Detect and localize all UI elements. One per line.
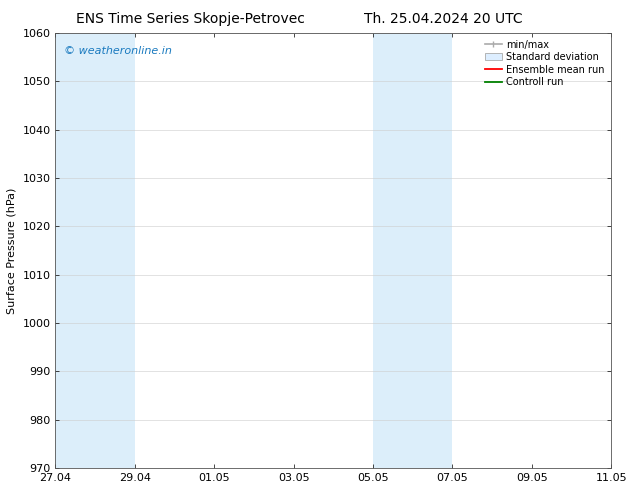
Text: ENS Time Series Skopje-Petrovec: ENS Time Series Skopje-Petrovec — [75, 12, 305, 26]
Bar — [373, 33, 453, 468]
Bar — [56, 33, 135, 468]
Legend: min/max, Standard deviation, Ensemble mean run, Controll run: min/max, Standard deviation, Ensemble me… — [482, 38, 606, 89]
Text: © weatheronline.in: © weatheronline.in — [64, 46, 172, 56]
Text: Th. 25.04.2024 20 UTC: Th. 25.04.2024 20 UTC — [365, 12, 523, 26]
Y-axis label: Surface Pressure (hPa): Surface Pressure (hPa) — [7, 187, 17, 314]
